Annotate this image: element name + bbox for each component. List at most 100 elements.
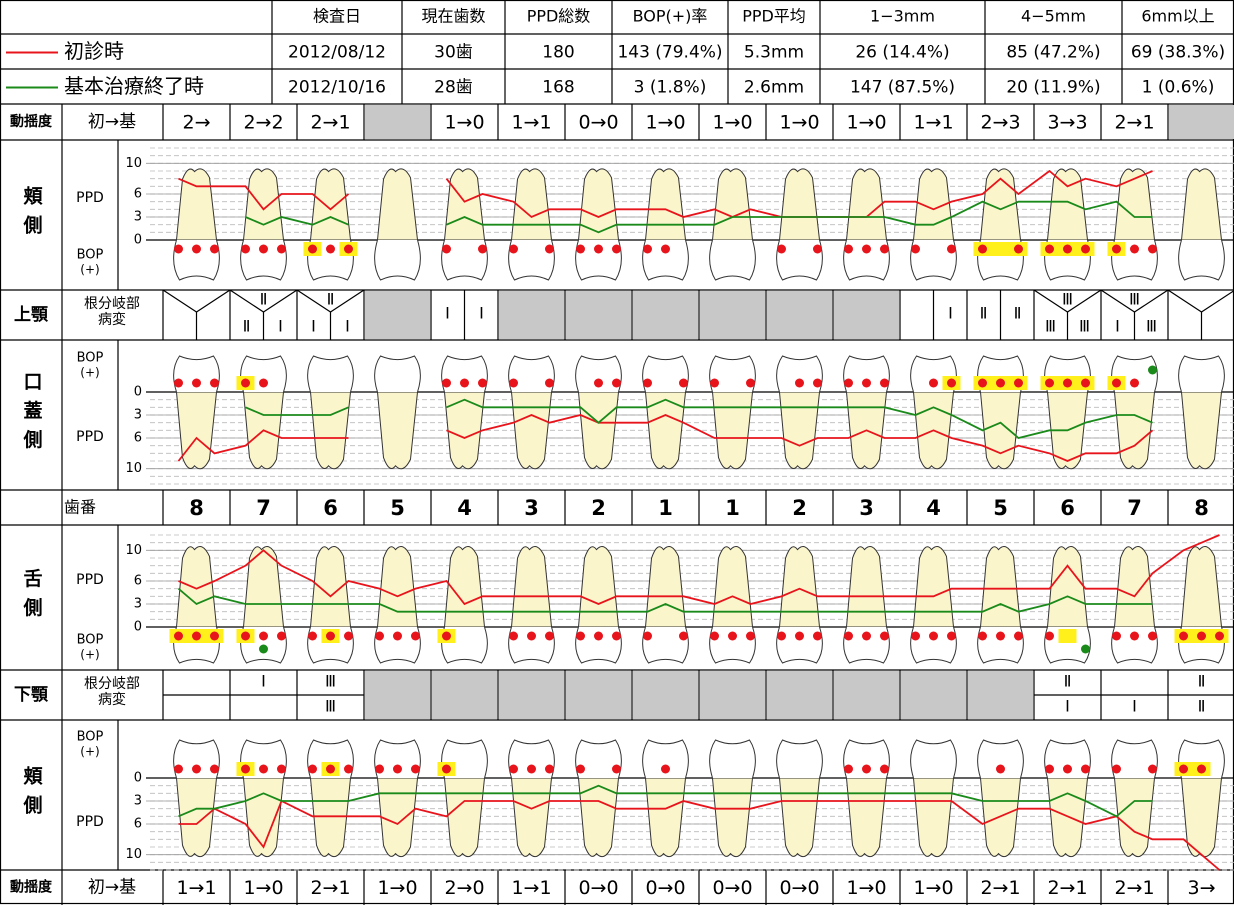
table-cell: 168 <box>542 78 574 98</box>
table-cell: 26 (14.4%) <box>855 43 949 63</box>
bop-dot <box>1081 764 1090 774</box>
tooth-root <box>845 168 888 241</box>
mobility-cell: 2→2 <box>243 112 283 134</box>
bop-dot <box>978 378 987 388</box>
tooth-crown <box>508 739 555 779</box>
table-cell: 1 (0.6%) <box>1142 78 1215 98</box>
y-tick-label: 10 <box>125 543 142 558</box>
mobility-cell: 0→0 <box>712 877 752 899</box>
bop-dot <box>344 631 353 641</box>
bop-dot <box>192 378 201 388</box>
mobility-cell: 1→1 <box>913 112 953 134</box>
tooth-root <box>912 777 955 858</box>
furcation-divider <box>1201 289 1234 313</box>
bop-label: (+) <box>80 745 99 759</box>
tooth-crown <box>910 739 957 779</box>
bop-dot <box>1045 631 1054 641</box>
side-label: 頬側 <box>21 765 44 824</box>
ppd-line <box>178 534 1220 606</box>
tooth-crown <box>1044 626 1091 664</box>
bop-dot <box>1130 378 1139 388</box>
tooth-root <box>644 546 687 628</box>
empty-cell <box>1169 105 1234 139</box>
tooth-root <box>376 168 419 241</box>
empty-cell <box>901 671 966 719</box>
tooth-root <box>376 546 419 628</box>
bop-dot <box>996 378 1005 388</box>
table-cell: 5.3mm <box>744 43 804 63</box>
bop-dot <box>344 764 353 774</box>
y-tick-label: 6 <box>134 574 142 589</box>
tooth-number: 4 <box>457 496 472 520</box>
bop-dot <box>174 378 183 388</box>
tooth-root <box>1113 391 1156 470</box>
bop-dot <box>545 631 554 641</box>
furcation-grade: Ⅰ <box>445 306 450 323</box>
tooth-crown <box>575 239 622 281</box>
bop-dot <box>710 631 719 641</box>
empty-cell <box>499 671 564 719</box>
bop-dot <box>795 631 804 641</box>
tooth-crown <box>374 239 421 281</box>
furcation-grade: Ⅱ <box>1198 699 1206 716</box>
furcation-divider <box>1100 289 1135 313</box>
furcation-label: 病変 <box>98 311 126 328</box>
tooth-crown <box>776 239 823 281</box>
bop-dot <box>210 244 219 254</box>
tooth-crown <box>642 739 689 779</box>
mobility-cell: 2→3 <box>980 112 1020 134</box>
tooth-crown <box>1111 626 1158 664</box>
bop-dot <box>612 378 621 388</box>
tooth-number: 2 <box>591 496 606 520</box>
bop-dot <box>545 244 554 254</box>
tooth-root <box>644 168 687 241</box>
table-cell: 2012/08/12 <box>288 43 386 63</box>
empty-cell <box>633 671 698 719</box>
mobility-cell: 2→1 <box>310 112 350 134</box>
tooth-root <box>1180 546 1223 628</box>
mobility-cell: 2→ <box>182 112 210 134</box>
bop-dot <box>746 631 755 641</box>
y-tick-label: 6 <box>134 431 142 446</box>
y-tick-label: 3 <box>134 210 142 225</box>
y-tick-label: 10 <box>125 847 142 862</box>
bop-dot <box>527 631 536 641</box>
empty-cell <box>767 671 832 719</box>
tooth-number: 1 <box>725 496 740 520</box>
bop-dot <box>259 378 268 388</box>
bop-dot <box>277 764 286 774</box>
bop-dot <box>308 631 317 641</box>
tooth-root <box>711 391 754 470</box>
bop-dot <box>679 631 688 641</box>
y-tick-label: 3 <box>134 794 142 809</box>
bop-dot <box>612 764 621 774</box>
furcation-grade: Ⅲ <box>325 674 336 691</box>
bop-dot <box>1179 764 1188 774</box>
mobility-cell: 1→0 <box>779 112 819 134</box>
tooth-crown <box>709 739 756 779</box>
bop-dot <box>612 244 621 254</box>
bop-label: (+) <box>80 263 99 277</box>
y-tick-label: 0 <box>134 620 142 635</box>
tooth-crown <box>1044 739 1091 779</box>
mobility-sub: 初→基 <box>88 112 136 132</box>
bop-dot <box>996 631 1005 641</box>
empty-cell <box>432 671 497 719</box>
bop-dot <box>442 764 451 774</box>
bop-dot <box>174 764 183 774</box>
bop-label: BOP <box>77 351 104 366</box>
furcation-grade: Ⅲ <box>1079 319 1090 336</box>
bop-dot <box>947 378 956 388</box>
tooth-root <box>510 391 553 470</box>
empty-cell <box>365 671 430 719</box>
furcation-grade: Ⅰ <box>278 319 283 336</box>
mobility-cell: 1→1 <box>511 877 551 899</box>
tooth-number: 3 <box>524 496 539 520</box>
tooth-crown <box>776 626 823 664</box>
tooth-crown <box>709 355 756 393</box>
mobility-cell: 3→3 <box>1047 112 1087 134</box>
bop-dot <box>929 631 938 641</box>
tooth-root <box>443 391 486 470</box>
mobility-cell: 1→1 <box>176 877 216 899</box>
mobility-cell: 1→0 <box>645 112 685 134</box>
